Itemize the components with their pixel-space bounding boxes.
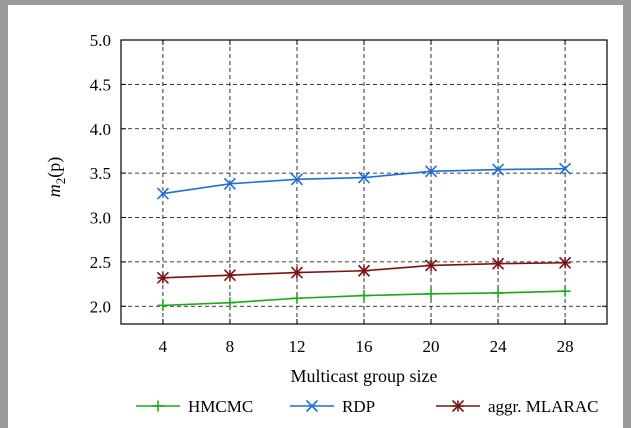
x-axis-title: Multicast group size bbox=[291, 366, 438, 386]
y-axis: 2.0 2.5 3.0 3.5 4.0 4.5 5.0 bbox=[90, 31, 607, 316]
data-point bbox=[223, 269, 236, 282]
data-point bbox=[223, 177, 236, 190]
data-point bbox=[290, 173, 304, 186]
series-aggr-mlarac bbox=[156, 256, 572, 284]
x-tick-label: 16 bbox=[356, 337, 373, 356]
legend-marker bbox=[305, 399, 319, 413]
series-hmcmc bbox=[157, 285, 571, 311]
x-tick-label: 8 bbox=[226, 337, 235, 356]
data-point bbox=[425, 288, 437, 300]
y-tick-label: 2.5 bbox=[90, 253, 111, 272]
y-axis-title-tail: (p) bbox=[44, 157, 65, 178]
legend-label: RDP bbox=[342, 397, 375, 416]
x-axis: 4 8 12 16 20 24 28 bbox=[159, 40, 574, 356]
legend-label: aggr. MLARAC bbox=[488, 397, 599, 416]
legend-marker bbox=[152, 400, 164, 412]
y-axis-title: m2(p) bbox=[44, 157, 68, 198]
x-tick-label: 20 bbox=[423, 337, 440, 356]
legend-item: RDP bbox=[290, 397, 375, 416]
data-point bbox=[157, 299, 169, 311]
data-point bbox=[559, 162, 572, 175]
data-point bbox=[559, 256, 572, 269]
y-axis-title-subscript: 2 bbox=[53, 178, 68, 185]
legend-item: aggr. MLARAC bbox=[436, 397, 599, 416]
data-point bbox=[492, 287, 504, 299]
legend-label: HMCMC bbox=[188, 397, 253, 416]
series-rdp bbox=[156, 162, 572, 200]
data-point bbox=[291, 292, 303, 304]
x-tick-label: 24 bbox=[490, 337, 508, 356]
x-tick-label: 12 bbox=[288, 337, 305, 356]
legend-item: HMCMC bbox=[136, 397, 253, 416]
x-tick-label: 28 bbox=[557, 337, 574, 356]
y-tick-label: 5.0 bbox=[90, 31, 111, 50]
data-point bbox=[424, 165, 438, 178]
data-point bbox=[358, 290, 370, 302]
grid-lines bbox=[121, 39, 607, 324]
x-tick-label: 4 bbox=[159, 337, 168, 356]
y-tick-label: 4.0 bbox=[90, 120, 111, 139]
y-tick-label: 3.5 bbox=[90, 164, 111, 183]
data-point bbox=[492, 257, 505, 270]
data-point bbox=[224, 297, 236, 309]
data-point bbox=[156, 187, 169, 200]
y-tick-label: 3.0 bbox=[90, 209, 111, 228]
data-point bbox=[357, 171, 371, 184]
data-point bbox=[156, 271, 169, 284]
y-axis-title-main: m bbox=[44, 184, 64, 197]
y-tick-label: 2.0 bbox=[90, 297, 111, 316]
data-point bbox=[492, 163, 505, 176]
data-point bbox=[290, 266, 304, 279]
data-point bbox=[559, 285, 571, 297]
legend: HMCMC RDP aggr. MLARAC bbox=[136, 397, 599, 416]
y-tick-label: 4.5 bbox=[90, 75, 111, 94]
legend-marker bbox=[451, 399, 465, 413]
series-layer bbox=[156, 162, 572, 311]
data-point bbox=[357, 264, 371, 277]
data-point bbox=[424, 259, 438, 272]
